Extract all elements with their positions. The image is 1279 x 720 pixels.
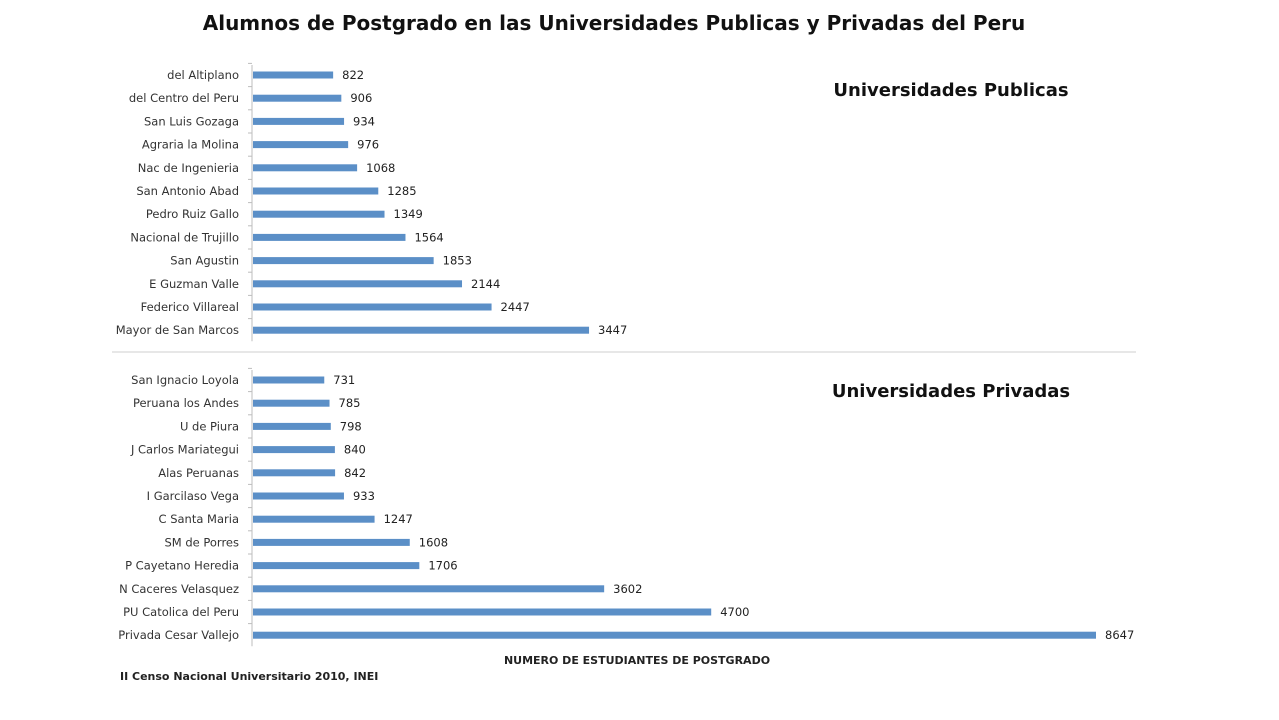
data-label: 8647	[1105, 628, 1134, 642]
bar	[253, 71, 334, 79]
category-label: Mayor de San Marcos	[116, 323, 239, 337]
category-label: San Luis Gozaga	[144, 114, 239, 128]
bar	[253, 117, 345, 125]
bar	[253, 94, 342, 102]
panel-privadas: San Ignacio Loyola 731 Peruana los Andes 78…	[118, 367, 1134, 647]
bar	[253, 515, 375, 523]
data-label: 1564	[414, 230, 443, 244]
panel-publicas: del Altiplano 822 del Centro del Peru 906 Sa…	[116, 62, 627, 342]
bar	[253, 210, 385, 218]
category-label: Peruana los Andes	[133, 396, 239, 410]
bar	[253, 233, 406, 241]
panel-title-privadas: Universidades Privadas	[832, 381, 1070, 402]
category-label: C Santa Maria	[159, 512, 239, 526]
category-label: PU Catolica del Peru	[123, 605, 239, 619]
panel-title-publicas: Universidades Publicas	[833, 80, 1068, 101]
category-label: Nac de Ingenieria	[138, 161, 239, 175]
data-label: 933	[353, 489, 375, 503]
data-label: 934	[353, 114, 375, 128]
data-label: 976	[357, 138, 379, 152]
data-label: 785	[339, 396, 361, 410]
bar	[253, 469, 336, 477]
category-label: del Centro del Peru	[129, 91, 239, 105]
bar	[253, 538, 410, 546]
category-label: E Guzman Valle	[149, 277, 239, 291]
data-label: 822	[342, 68, 364, 82]
category-label: Nacional de Trujillo	[130, 230, 239, 244]
category-label: SM de Porres	[164, 535, 239, 549]
x-axis-label: NUMERO DE ESTUDIANTES DE POSTGRADO	[504, 654, 770, 667]
data-label: 842	[344, 466, 366, 480]
bar	[253, 376, 325, 384]
data-label: 4700	[720, 605, 749, 619]
bar	[253, 492, 344, 500]
category-label: I Garcilaso Vega	[147, 489, 239, 503]
category-label: Privada Cesar Vallejo	[118, 628, 239, 642]
bar	[253, 631, 1096, 639]
category-label: Pedro Ruiz Gallo	[146, 207, 239, 221]
data-label: 1853	[443, 254, 472, 268]
category-label: Agraria la Molina	[142, 138, 239, 152]
data-label: 1247	[384, 512, 413, 526]
bar	[253, 257, 434, 265]
data-label: 906	[350, 91, 372, 105]
bar	[253, 562, 420, 570]
chart-title: Alumnos de Postgrado en las Universidade…	[203, 11, 1026, 35]
data-label: 2447	[501, 300, 530, 314]
data-label: 840	[344, 443, 366, 457]
bar	[253, 303, 492, 311]
data-label: 731	[333, 373, 355, 387]
bar	[253, 141, 349, 149]
bar	[253, 446, 335, 454]
category-label: Alas Peruanas	[158, 466, 239, 480]
data-label: 1706	[428, 559, 457, 573]
bar	[253, 280, 463, 288]
data-label: 1285	[387, 184, 416, 198]
category-label: San Agustin	[170, 254, 239, 268]
bar	[253, 422, 331, 430]
category-label: U de Piura	[180, 419, 239, 433]
bar	[253, 187, 379, 195]
category-label: P Cayetano Heredia	[125, 559, 239, 573]
source-note: II Censo Nacional Universitario 2010, IN…	[120, 670, 378, 683]
data-label: 3447	[598, 323, 627, 337]
bar	[253, 399, 330, 407]
bar	[253, 585, 605, 593]
data-label: 1608	[419, 535, 448, 549]
bar	[253, 326, 590, 334]
data-label: 1068	[366, 161, 395, 175]
category-label: N Caceres Velasquez	[119, 582, 239, 596]
category-label: San Ignacio Loyola	[131, 373, 239, 387]
category-label: del Altiplano	[167, 68, 239, 82]
category-label: San Antonio Abad	[136, 184, 239, 198]
data-label: 798	[340, 419, 362, 433]
bar	[253, 164, 358, 172]
category-label: Federico Villareal	[141, 300, 239, 314]
category-label: J Carlos Mariategui	[130, 443, 239, 457]
data-label: 3602	[613, 582, 642, 596]
data-label: 2144	[471, 277, 500, 291]
data-label: 1349	[394, 207, 423, 221]
bar	[253, 608, 712, 616]
